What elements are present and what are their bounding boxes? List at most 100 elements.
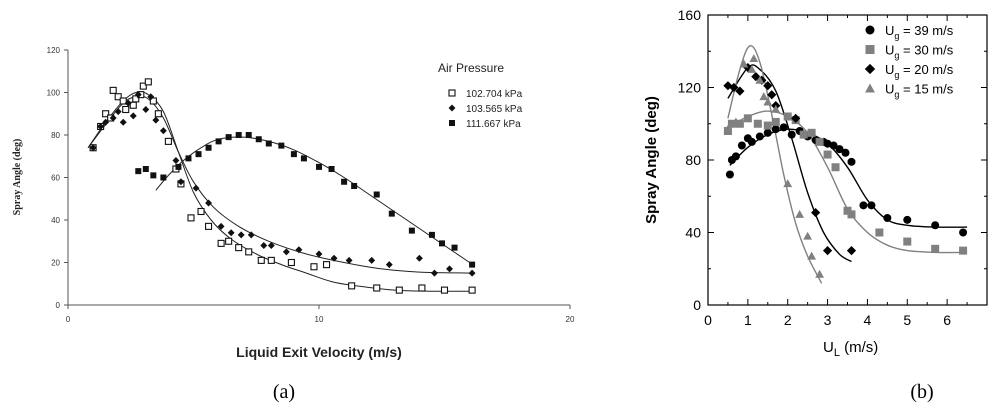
chart-a-point-series-2 bbox=[216, 138, 222, 144]
chart-b-point-series-0 bbox=[959, 229, 967, 237]
chart-a-point-series-0 bbox=[469, 287, 475, 293]
chart-a-point-series-2 bbox=[196, 151, 202, 157]
chart-a-point-series-2 bbox=[185, 155, 191, 161]
chart-a-point-series-0 bbox=[110, 87, 116, 93]
chart-a-point-series-2 bbox=[278, 143, 284, 149]
chart-a-point-series-0 bbox=[324, 262, 330, 268]
chart-a-point-series-2 bbox=[389, 211, 395, 217]
chart-a-xtick-label: 10 bbox=[315, 315, 324, 324]
chart-a-ytick-label: 120 bbox=[47, 46, 61, 55]
chart-b-point-series-1 bbox=[875, 229, 883, 237]
chart-a-ytick-label: 60 bbox=[51, 174, 60, 183]
chart-b-point-series-0 bbox=[764, 129, 772, 137]
chart-b-point-series-0 bbox=[859, 201, 867, 209]
chart-b-point-series-0 bbox=[732, 152, 740, 160]
chart-b-legend-label-rest: = 15 m/s bbox=[899, 82, 953, 97]
chart-b-point-series-0 bbox=[883, 214, 891, 222]
chart-a-point-series-2 bbox=[236, 132, 242, 138]
chart-b-ytick-label: 80 bbox=[685, 152, 701, 168]
chart-b-point-series-1 bbox=[808, 129, 816, 137]
chart-b-legend-label-main: U bbox=[885, 82, 894, 97]
chart-b-xtick-label: 4 bbox=[864, 312, 872, 328]
chart-b-legend-label-rest: = 20 m/s bbox=[899, 62, 953, 77]
chart-a-point-series-2 bbox=[226, 134, 232, 140]
chart-a-point-series-2 bbox=[160, 175, 166, 181]
chart-b-legend-label-main: U bbox=[885, 62, 894, 77]
chart-a-point-series-0 bbox=[419, 285, 425, 291]
chart-a-point-series-2 bbox=[452, 245, 458, 251]
chart-a-ytick-label: 100 bbox=[47, 89, 61, 98]
chart-a-legend-marker-0 bbox=[449, 90, 455, 96]
chart-a-point-series-0 bbox=[198, 209, 204, 215]
chart-b-point-series-0 bbox=[780, 123, 788, 131]
chart-a-point-series-0 bbox=[288, 260, 294, 266]
chart-a-point-series-0 bbox=[396, 287, 402, 293]
chart-b-caption: (b) bbox=[910, 381, 933, 403]
chart-b-point-series-0 bbox=[756, 132, 764, 140]
chart-b-point-series-0 bbox=[903, 216, 911, 224]
chart-b-point-series-1 bbox=[784, 113, 792, 121]
chart-a-point-series-0 bbox=[236, 245, 242, 251]
chart-a-point-series-0 bbox=[268, 257, 274, 263]
chart-b-point-series-1 bbox=[903, 238, 911, 246]
chart-a-point-series-2 bbox=[175, 164, 181, 170]
chart-b-point-series-1 bbox=[824, 151, 832, 159]
chart-a-ytick-label: 40 bbox=[51, 216, 60, 225]
chart-a-point-series-2 bbox=[266, 141, 272, 147]
chart-a-legend-label-2: 111.667 kPa bbox=[466, 119, 521, 130]
chart-b-point-series-1 bbox=[959, 247, 967, 255]
chart-b-point-series-0 bbox=[772, 125, 780, 133]
chart-b-xlabel-unit: (m/s) bbox=[840, 339, 878, 356]
chart-a-point-series-0 bbox=[218, 240, 224, 246]
chart-b-point-series-0 bbox=[788, 131, 796, 139]
chart-a-xtick-label: 0 bbox=[66, 315, 71, 324]
chart-a-caption: (a) bbox=[273, 381, 295, 403]
chart-a-point-series-2 bbox=[316, 164, 322, 170]
chart-a-ytick-label: 0 bbox=[56, 301, 61, 310]
chart-a-point-series-0 bbox=[123, 107, 129, 113]
chart-b-point-series-1 bbox=[764, 122, 772, 130]
chart-b-point-series-1 bbox=[847, 210, 855, 218]
chart-a-point-series-0 bbox=[206, 223, 212, 229]
chart-a-point-series-0 bbox=[258, 257, 264, 263]
chart-b-ytick-label: 0 bbox=[693, 297, 701, 313]
chart-a-legend-label-1: 103.565 kPa bbox=[466, 104, 523, 115]
chart-b-ytick-label: 40 bbox=[685, 225, 701, 241]
chart-a-point-series-2 bbox=[429, 232, 435, 238]
chart-a-point-series-2 bbox=[409, 228, 415, 234]
chart-b-point-series-1 bbox=[931, 245, 939, 253]
chart-a-point-series-0 bbox=[311, 264, 317, 270]
chart-b-point-series-1 bbox=[800, 131, 808, 139]
chart-a-point-series-2 bbox=[439, 240, 445, 246]
chart-b-legend-label-main: U bbox=[885, 23, 894, 38]
chart-a-point-series-2 bbox=[351, 183, 357, 189]
chart-a-legend-title: Air Pressure bbox=[438, 61, 504, 75]
chart-b-legend-marker-1 bbox=[866, 45, 875, 54]
chart-a-point-series-0 bbox=[246, 249, 252, 255]
chart-b-ylabel: Spray Angle (deg) bbox=[643, 96, 660, 224]
chart-a-point-series-2 bbox=[291, 151, 297, 157]
chart-a-point-series-2 bbox=[329, 166, 335, 172]
chart-a-point-series-2 bbox=[301, 155, 307, 161]
chart-a-point-series-0 bbox=[349, 283, 355, 289]
chart-b-point-series-0 bbox=[931, 221, 939, 229]
chart-a-ytick-label: 80 bbox=[51, 131, 60, 140]
chart-b-ytick-label: 120 bbox=[678, 80, 702, 96]
chart-a-point-series-0 bbox=[155, 111, 161, 117]
chart-a-point-series-2 bbox=[469, 262, 475, 268]
chart-b-point-series-0 bbox=[842, 149, 850, 157]
chart-a-legend-label-0: 102.704 kPa bbox=[466, 89, 523, 100]
chart-b-xtick-label: 1 bbox=[744, 312, 752, 328]
chart-a-ytick-label: 20 bbox=[51, 259, 60, 268]
chart-b-point-series-0 bbox=[726, 171, 734, 179]
chart-a-legend-marker-2 bbox=[449, 120, 455, 126]
chart-a-point-series-2 bbox=[143, 166, 149, 172]
chart-b-point-series-1 bbox=[754, 120, 762, 128]
chart-b-point-series-0 bbox=[867, 201, 875, 209]
chart-b-xtick-label: 6 bbox=[943, 312, 951, 328]
chart-a-point-series-2 bbox=[374, 192, 380, 198]
chart-b-point-series-1 bbox=[832, 163, 840, 171]
chart-b-legend-label-rest: = 39 m/s bbox=[899, 23, 953, 38]
chart-b-point-series-0 bbox=[847, 158, 855, 166]
